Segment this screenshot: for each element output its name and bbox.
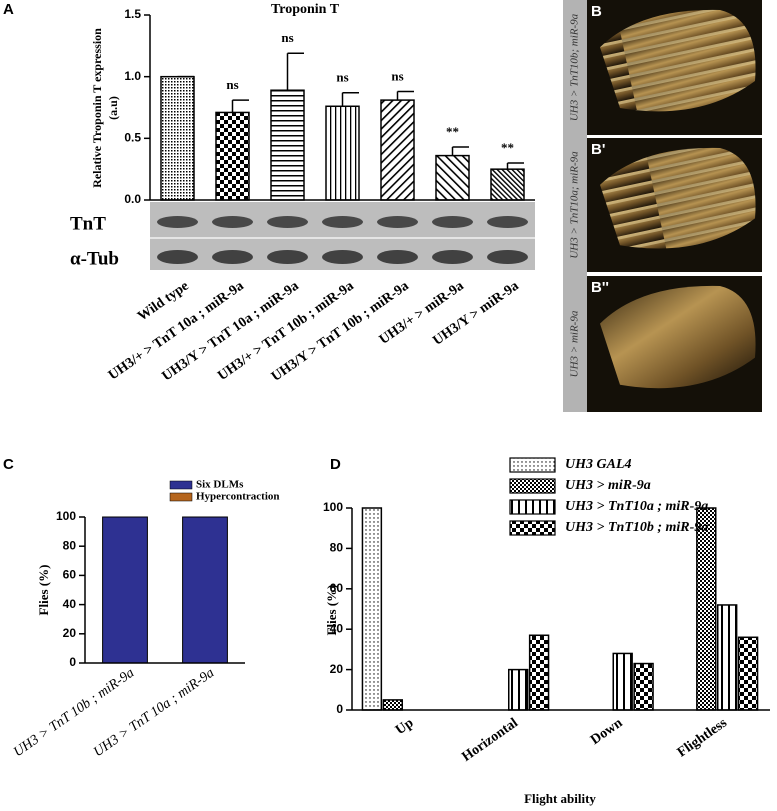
y-tick-label: 1.0 — [124, 69, 141, 83]
y-axis-label: Relative Troponin T expression — [90, 28, 104, 188]
y-tick-label: 60 — [63, 568, 77, 582]
bar — [717, 604, 738, 711]
y-axis-label: Flies (%) — [36, 565, 51, 616]
blot-band — [487, 250, 528, 264]
x-tick-label: Flightless — [675, 715, 731, 760]
bar — [490, 168, 525, 201]
blot-band — [267, 216, 308, 228]
x-axis-label: Flight ability — [524, 791, 596, 806]
y-tick-label: 100 — [56, 509, 76, 523]
y-tick-label: 0.5 — [124, 131, 141, 145]
bar — [382, 699, 404, 711]
bar — [633, 662, 654, 711]
bar — [696, 507, 717, 711]
panel-letter: D — [330, 456, 341, 473]
y-tick-label: 40 — [63, 597, 77, 611]
significance-label: ** — [501, 140, 514, 155]
bar — [361, 507, 383, 711]
thorax — [600, 147, 756, 249]
panel-b: B UH3 > TnT10b; miR-9a B' UH3 > TnT10a; miR… — [569, 0, 762, 412]
legend-label: Six DLMs — [196, 479, 244, 491]
image-caption: UH3 > TnT10b; miR-9a — [569, 13, 581, 121]
legend-label: UH3 GAL4 — [565, 457, 632, 472]
legend-swatch — [169, 492, 193, 502]
y-tick-label: 0 — [69, 655, 76, 669]
blot-band — [267, 250, 308, 264]
legend-swatch — [509, 457, 556, 473]
x-tick-label: Down — [588, 716, 625, 748]
blot-band — [377, 216, 418, 228]
bar — [380, 99, 415, 201]
legend-label: Hypercontraction — [196, 491, 280, 503]
thorax — [600, 9, 756, 112]
y-tick-label: 80 — [63, 538, 77, 552]
bar — [435, 154, 470, 201]
y-tick-label: 80 — [330, 541, 344, 555]
bar — [508, 668, 529, 711]
y-tick-label: 60 — [330, 581, 344, 595]
bar — [270, 89, 305, 201]
legend-label: UH3 > miR-9a — [565, 478, 651, 493]
blot-label: α-Tub — [70, 248, 119, 269]
image-caption: UH3 > miR-9a — [569, 310, 581, 377]
panel-letter: B — [591, 3, 602, 20]
legend-swatch — [169, 480, 193, 490]
y-tick-label: 40 — [330, 621, 344, 635]
panel-letter: C — [3, 456, 14, 473]
panel-letter: B'' — [591, 279, 609, 296]
bar — [215, 111, 250, 201]
chart-title: Troponin T — [271, 2, 340, 17]
blot-band — [157, 216, 198, 228]
bar — [528, 634, 550, 711]
significance-label: ns — [336, 70, 348, 85]
blot-band — [432, 250, 473, 264]
blot-band — [212, 216, 253, 228]
blot-label: TnT — [70, 213, 106, 234]
legend-swatch — [509, 478, 556, 494]
significance-label: ** — [446, 124, 459, 139]
y-tick-label: 20 — [63, 626, 77, 640]
legend-label: UH3 > TnT10a ; miR-9a — [565, 499, 708, 514]
panel-letter: B' — [591, 141, 605, 158]
blot-band — [377, 250, 418, 264]
significance-label: ns — [281, 30, 293, 45]
caption-strip — [563, 0, 587, 412]
bar — [737, 636, 759, 711]
blot-band — [157, 250, 198, 264]
x-tick-label: Horizontal — [459, 716, 521, 765]
y-tick-label: 1.5 — [124, 7, 141, 21]
blot-band — [487, 216, 528, 228]
y-tick-label: 0 — [336, 702, 343, 716]
y-axis-label: Flies (%) — [324, 585, 339, 636]
legend-swatch — [509, 499, 556, 515]
bar-segment — [182, 516, 228, 664]
blot-band — [322, 216, 363, 228]
blot-band — [322, 250, 363, 264]
blot-bands — [157, 216, 528, 264]
legend-swatch — [509, 520, 556, 536]
significance-label: ns — [226, 77, 238, 92]
image-caption: UH3 > TnT10a; miR-9a — [569, 151, 581, 259]
y-tick-label: 100 — [323, 500, 343, 514]
bar-segment — [102, 516, 148, 664]
blot-band — [432, 216, 473, 228]
thorax — [600, 285, 756, 389]
blot-band — [212, 250, 253, 264]
y-tick-label: 20 — [330, 662, 344, 676]
legend-label: UH3 > TnT10b ; miR-9a — [565, 520, 708, 535]
bar — [160, 75, 195, 201]
y-tick-label: 0.0 — [124, 192, 141, 206]
panel-letter: A — [3, 1, 14, 18]
significance-label: ns — [391, 68, 403, 83]
bar — [612, 652, 633, 711]
y-axis-label: (a.u) — [106, 96, 120, 120]
x-tick-label: Up — [393, 716, 416, 739]
bar — [325, 105, 360, 201]
